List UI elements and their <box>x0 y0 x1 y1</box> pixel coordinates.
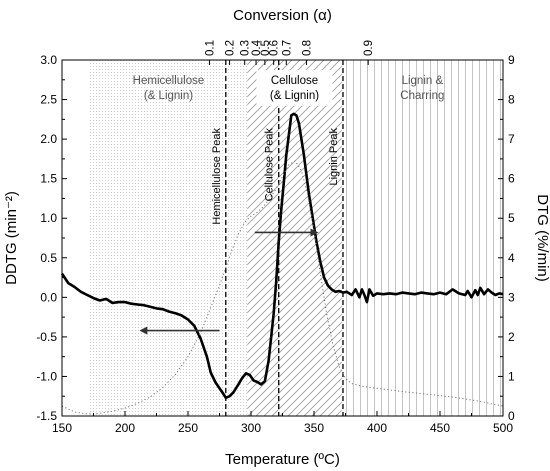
y-left-axis-title: DDTG (min⁻²) <box>3 191 20 285</box>
x-tick-label-6: 450 <box>430 421 450 435</box>
conv-tick-label-2: 0.3 <box>240 40 252 56</box>
y-right-tick-label-0: 0 <box>508 409 515 423</box>
region-1 <box>247 60 342 416</box>
peak-label-0: Hemicellulose Peak <box>211 128 223 225</box>
y-right-tick-label-5: 5 <box>508 211 515 225</box>
conv-tick-label-4: 0.5 <box>260 40 272 56</box>
region-layer <box>89 60 503 416</box>
conv-tick-label-8: 0.9 <box>363 40 375 56</box>
y-left-tick-label-4: 0.5 <box>40 251 57 265</box>
peak-label-2: Lignin Peak <box>328 128 340 186</box>
conv-tick-label-0: 0.1 <box>204 40 216 56</box>
y-left-tick-label-0: -1.5 <box>36 409 57 423</box>
series-ddtg <box>60 112 504 400</box>
y-right-tick-label-1: 1 <box>508 369 515 383</box>
y-left-tick-label-8: 2.5 <box>40 93 57 107</box>
axis-layer: 150 200 250 300 350 400 450 500-1.5-1.0-0.50.00… <box>36 39 515 435</box>
region-label-1: Cellulose (& Lignin) <box>270 75 319 102</box>
y-right-tick-label-6: 6 <box>508 172 515 186</box>
y-right-tick-label-2: 2 <box>508 330 515 344</box>
y-left-tick-label-7: 2.0 <box>40 132 57 146</box>
y-left-tick-label-1: -1.0 <box>36 369 57 383</box>
region-label-2: Lignin & Charring <box>400 75 444 102</box>
x-tick-label-2: 250 <box>178 421 198 435</box>
arrow-layer <box>139 228 319 335</box>
conv-tick-label-6: 0.7 <box>281 40 293 56</box>
conv-tick-label-7: 0.8 <box>301 40 313 56</box>
region-0 <box>89 60 248 416</box>
series-layer <box>60 112 504 415</box>
y-right-tick-label-3: 3 <box>508 290 515 304</box>
y-right-tick-label-9: 9 <box>508 53 515 67</box>
y-right-axis-title: DTG (%/min) <box>534 194 550 282</box>
x-tick-label-7: 500 <box>493 421 513 435</box>
y-left-tick-label-9: 3.0 <box>40 53 57 67</box>
y-left-tick-label-3: 0.0 <box>40 290 57 304</box>
conv-tick-label-1: 0.2 <box>225 40 237 56</box>
x-axis-title: Temperature (ºC) <box>225 451 340 468</box>
region-label-bg-1 <box>256 70 333 106</box>
x-tick-label-5: 400 <box>367 421 387 435</box>
label-layer: Hemicellulose (& Lignin) Cellulose (& Ligni… <box>133 70 444 225</box>
y-right-tick-label-8: 8 <box>508 93 515 107</box>
x-tick-label-1: 200 <box>115 421 135 435</box>
conv-tick-label-3: 0.4 <box>251 39 263 56</box>
peak-label-1: Cellulose Peak <box>264 128 276 202</box>
y-left-tick-label-5: 1.0 <box>40 211 57 225</box>
top-axis-title: Conversion (α) <box>233 7 332 24</box>
region-2 <box>341 60 503 416</box>
y-left-tick-label-6: 1.5 <box>40 172 57 186</box>
y-right-tick-label-7: 7 <box>508 132 515 146</box>
y-left-tick-label-2: -0.5 <box>36 330 57 344</box>
x-tick-label-3: 300 <box>241 421 261 435</box>
x-tick-label-0: 150 <box>52 421 72 435</box>
y-right-tick-label-4: 4 <box>508 251 515 265</box>
conv-tick-label-5: 0.6 <box>269 40 281 56</box>
region-label-0: Hemicellulose (& Lignin) <box>133 75 205 102</box>
x-tick-label-4: 350 <box>304 421 324 435</box>
